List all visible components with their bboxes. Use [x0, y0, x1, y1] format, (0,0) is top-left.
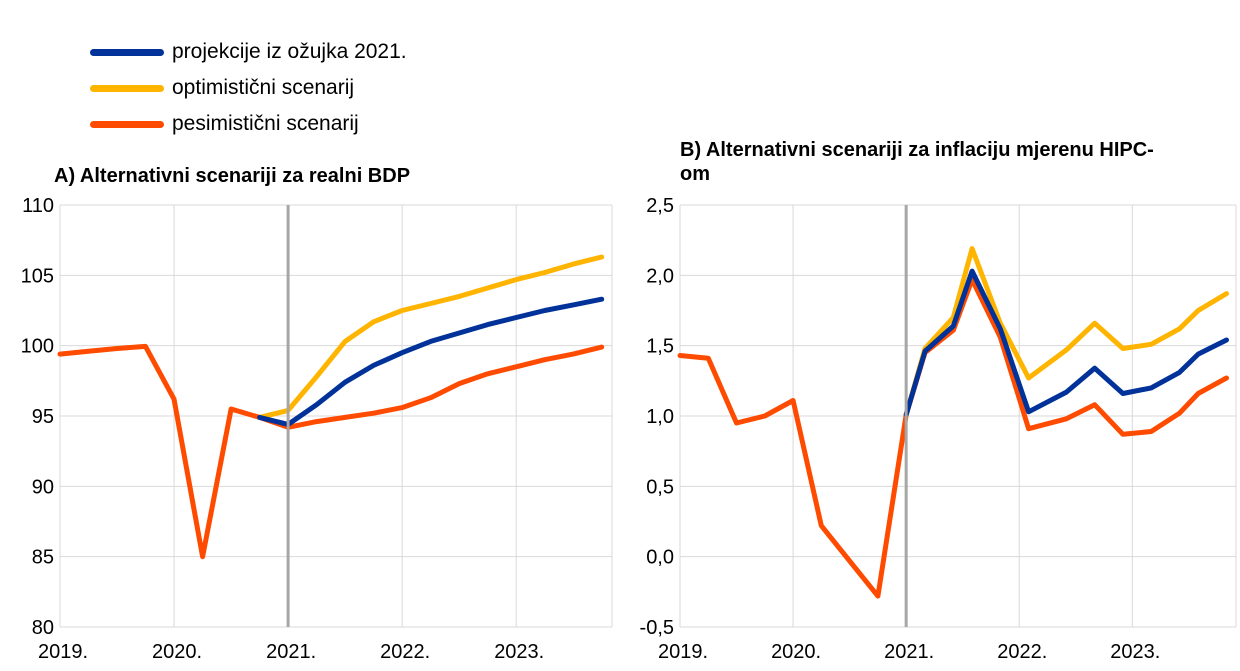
legend-swatch-optimistic: [90, 84, 164, 92]
legend-swatch-pessimistic: [90, 120, 164, 128]
panel-a-x-tick-label: 2021.: [266, 641, 316, 663]
legend-item-projections: projekcije iz ožujka 2021.: [90, 34, 407, 70]
legend-item-pessimistic: pesimistični scenarij: [90, 106, 407, 142]
legend-label-projections: projekcije iz ožujka 2021.: [172, 40, 407, 63]
legend: projekcije iz ožujka 2021. optimistični …: [90, 34, 407, 142]
panel-b-y-tick-label: 0,5: [646, 476, 674, 498]
panel-a-x-tick-label: 2023.: [494, 641, 544, 663]
panel-a: 80 85 90 95 100 105 110 2019. 2020. 2021. 2022. 202…: [21, 195, 613, 663]
panel-a-x-tick-label: 2019.: [38, 641, 88, 663]
legend-swatch-projections: [90, 48, 164, 56]
panel-a-y-tick-label: 100: [21, 336, 54, 358]
panel-a-title: A) Alternativni scenariji za realni BDP: [54, 165, 411, 187]
panel-b-x-tick-label: 2019.: [658, 641, 708, 663]
panel-b-y-tick-label: 1,0: [646, 406, 674, 428]
panel-a-line-projections: [257, 296, 605, 427]
panel-a-line-pessimistic: [57, 343, 605, 560]
panel-a-x-tick-label: 2020.: [152, 641, 202, 663]
panel-b: -0,5 0,0 0,5 1,0 1,5 2,0 2,5 2019. 2020. 2021. 202…: [640, 195, 1237, 663]
panel-b-y-tick-label: 0,0: [646, 547, 674, 569]
panel-a-y-tick-label: 80: [32, 617, 54, 639]
panel-b-line-projections: [903, 268, 1229, 418]
panel-a-y-tick-label: 110: [22, 195, 54, 217]
panel-b-line-pessimistic: [677, 277, 1229, 599]
panel-a-y-tick-label: 95: [32, 406, 54, 428]
panel-b-x-tick-label: 2022.: [997, 641, 1047, 663]
panel-b-y-tick-label: 2,0: [646, 265, 674, 287]
panel-a-line-optimistic: [257, 254, 605, 420]
panel-a-y-tick-label: 90: [32, 476, 54, 498]
legend-label-optimistic: optimistični scenarij: [172, 76, 355, 99]
panel-a-x-tick-label: 2022.: [380, 641, 430, 663]
panel-b-x-tick-label: 2021.: [884, 641, 934, 663]
panel-b-x-tick-label: 2023.: [1110, 641, 1160, 663]
panel-b-y-tick-label: 1,5: [646, 336, 674, 358]
panel-b-title: B) Alternativni scenariji za inflaciju m…: [680, 139, 1154, 185]
panel-b-x-tick-label: 2020.: [771, 641, 821, 663]
panel-b-y-tick-label: -0,5: [640, 617, 674, 639]
legend-label-pessimistic: pesimistični scenarij: [172, 112, 359, 135]
panel-b-y-tick-label: 2,5: [646, 195, 674, 217]
panel-a-y-tick-label: 85: [32, 547, 54, 569]
legend-item-optimistic: optimistični scenarij: [90, 70, 407, 106]
panel-b-line-optimistic: [903, 246, 1229, 418]
panel-a-y-tick-label: 105: [21, 265, 54, 287]
